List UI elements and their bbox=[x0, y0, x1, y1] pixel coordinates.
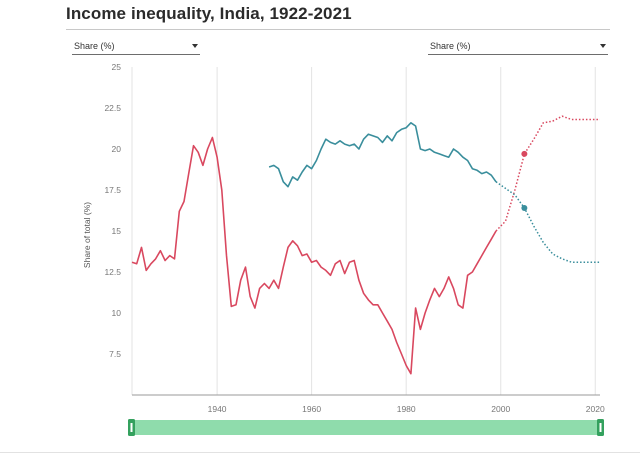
series-interpolated-line bbox=[495, 181, 600, 263]
y-axis-label: Share of total (%) bbox=[82, 202, 92, 268]
x-tick-label: 1960 bbox=[302, 404, 321, 414]
y-tick-label: 17.5 bbox=[104, 185, 121, 195]
footer-divider bbox=[0, 452, 640, 453]
right-axis-metric-dropdown[interactable]: Share (%) bbox=[428, 40, 608, 55]
x-tick-label: 1940 bbox=[208, 404, 227, 414]
x-tick-label: 1980 bbox=[397, 404, 416, 414]
slider-track[interactable] bbox=[128, 420, 604, 435]
y-tick-label: 22.5 bbox=[104, 103, 121, 113]
left-dropdown-value: Share (%) bbox=[74, 41, 115, 51]
y-tick-label: 15 bbox=[112, 226, 122, 236]
grid-lines bbox=[131, 67, 596, 395]
x-tick-label: 2020 bbox=[586, 404, 605, 414]
left-axis-metric-dropdown[interactable]: Share (%) bbox=[72, 40, 200, 55]
series-line bbox=[268, 122, 497, 188]
axes: 7.5 10 12.5 15 17.5 20 22.5 25 1940 1960 1980 2000 2… bbox=[82, 62, 605, 414]
series-highlight-point[interactable] bbox=[521, 205, 528, 212]
series-layer bbox=[131, 115, 600, 375]
x-tick-label: 2000 bbox=[491, 404, 510, 414]
series-line bbox=[131, 136, 497, 375]
y-tick-label: 7.5 bbox=[109, 349, 121, 359]
chevron-down-icon bbox=[192, 44, 198, 48]
y-tick-label: 25 bbox=[112, 62, 122, 72]
grip-icon bbox=[130, 423, 133, 432]
title-divider bbox=[66, 29, 610, 30]
y-tick-label: 20 bbox=[112, 144, 122, 154]
right-dropdown-value: Share (%) bbox=[430, 41, 471, 51]
y-tick-label: 12.5 bbox=[104, 267, 121, 277]
series-highlight-point[interactable] bbox=[521, 150, 528, 157]
time-range-slider[interactable] bbox=[128, 419, 604, 436]
chart-title: Income inequality, India, 1922-2021 bbox=[66, 4, 352, 23]
series-interpolated-line bbox=[495, 115, 600, 232]
chevron-down-icon bbox=[600, 44, 606, 48]
y-tick-label: 10 bbox=[112, 308, 122, 318]
grip-icon bbox=[599, 423, 602, 432]
